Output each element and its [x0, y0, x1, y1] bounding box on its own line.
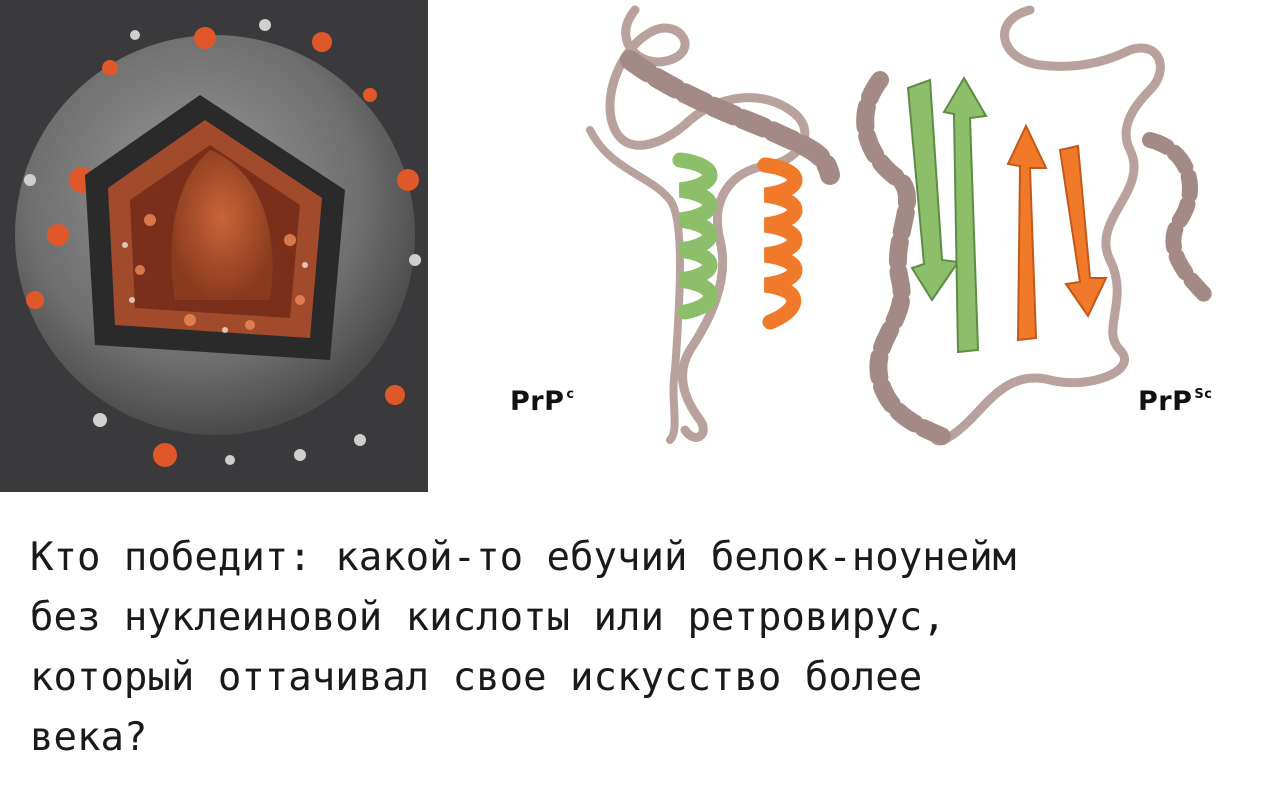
caption-line: который оттачивал свое искусство более [30, 655, 923, 700]
caption-line: Кто победит: какой-то ебучий белок-ноуне… [30, 535, 1017, 580]
prpsc-structure [856, 5, 1218, 449]
prpsc-label-main: PrP [1138, 386, 1193, 417]
prpsc-label: PrP Sc [1138, 386, 1212, 417]
prpsc-orange-strands [1006, 123, 1108, 342]
caption: Кто победит: какой-то ебучий белок-ноуне… [30, 528, 1260, 768]
prpc-green-helix [672, 152, 718, 320]
virus-illustration [0, 0, 428, 492]
prion-illustration [430, 0, 1280, 492]
prpsc-label-sup: Sc [1194, 387, 1213, 402]
prpc-orange-helix [757, 157, 803, 330]
prpc-label: PrP c [510, 386, 575, 417]
prpc-label-main: PrP [510, 386, 565, 417]
virus-core [171, 150, 273, 300]
prpsc-green-strands [906, 76, 988, 354]
prpc-label-sup: c [566, 387, 575, 402]
caption-line: века? [30, 715, 148, 760]
prpc-structure [586, 5, 840, 444]
caption-line: без нуклеиновой кислоты или ретровирус, [30, 595, 946, 640]
